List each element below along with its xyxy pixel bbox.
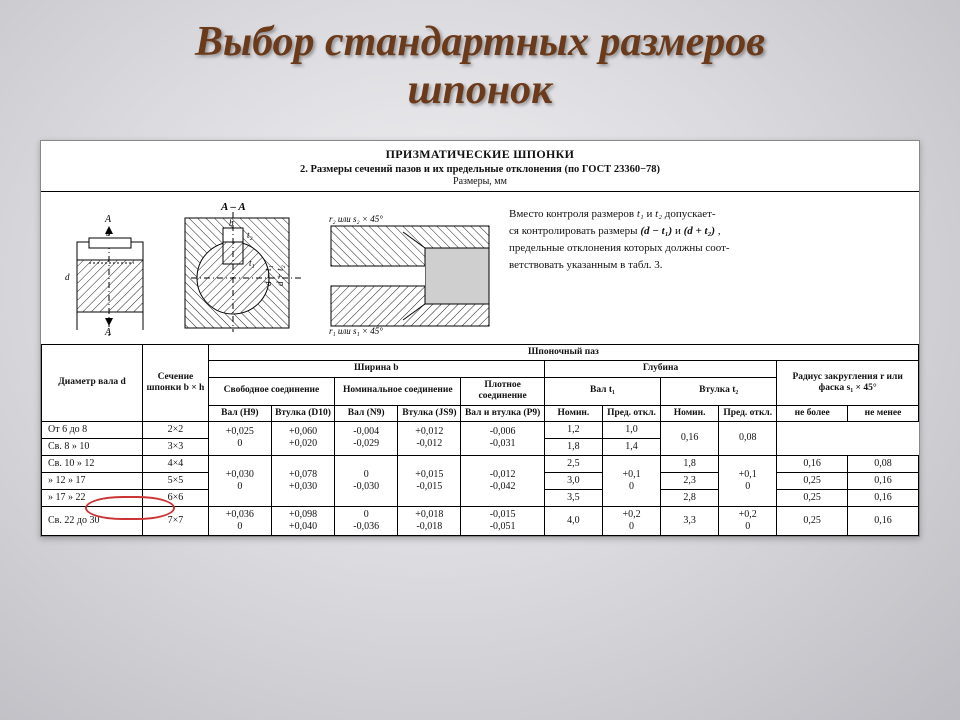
tolerance-table: Диаметр вала d Сечение шпонки b × h Шпон… (41, 344, 919, 536)
th-p9: Вал и втулка (P9) (461, 405, 544, 421)
svg-text:t₁: t₁ (249, 258, 255, 268)
th-h9: Вал (H9) (208, 405, 271, 421)
engineering-diagrams: A A d b A – A (59, 198, 495, 338)
table-body: От 6 до 82×2+0,0250+0,060+0,020-0,004-0,… (42, 421, 919, 535)
diagram-row: A A d b A – A (41, 191, 919, 344)
slide-title: Выбор стандартных размеров шпонок (0, 18, 960, 115)
svg-text:t₂: t₂ (247, 230, 253, 240)
svg-text:r₁ или s₁ × 45°: r₁ или s₁ × 45° (329, 326, 383, 336)
title-line2: шпонок (408, 67, 553, 113)
doc-h3: Размеры, мм (51, 176, 909, 187)
doc-h1: ПРИЗМАТИЧЕСКИЕ ШПОНКИ (51, 147, 909, 162)
th-js9: Втулка (JS9) (398, 405, 461, 421)
th-nomin1: Номин. (544, 405, 602, 421)
side-note: Вместо контроля размеров t₁ и t₂ допуска… (495, 198, 911, 274)
th-nomin2: Номин. (661, 405, 719, 421)
svg-text:A – A: A – A (220, 201, 246, 213)
th-tight: Плотное соединение (461, 377, 544, 405)
doc-header: ПРИЗМАТИЧЕСКИЕ ШПОНКИ 2. Размеры сечений… (41, 141, 919, 191)
th-nebolee: не более (777, 405, 848, 421)
table-row: От 6 до 82×2+0,0250+0,060+0,020-0,004-0,… (42, 421, 919, 438)
svg-text:b: b (106, 228, 111, 238)
doc-h2: 2. Размеры сечений пазов и их предельные… (51, 164, 909, 175)
document-panel: ПРИЗМАТИЧЕСКИЕ ШПОНКИ 2. Размеры сечений… (40, 140, 920, 537)
title-line1: Выбор стандартных размеров (195, 19, 765, 65)
svg-text:d: d (65, 272, 70, 282)
th-nemenee: не менее (848, 405, 919, 421)
th-nominal: Номинальное соединение (335, 377, 461, 405)
diagram-section-aa: A – A b t₂ t₁ d − t (177, 198, 307, 338)
th-keyway: Шпоночный паз (208, 345, 918, 361)
th-pred1: Пред. откл. (602, 405, 660, 421)
th-free: Свободное соединение (208, 377, 334, 405)
svg-text:d + t₂: d + t₂ (275, 265, 285, 286)
th-depth: Глубина (544, 361, 776, 377)
diagram-shaft-side: A A d b (59, 208, 159, 338)
th-n9: Вал (N9) (335, 405, 398, 421)
th-t1: Вал t₁ (544, 377, 660, 405)
table-row: Св. 22 до 307×7+0,0360+0,098+0,0400-0,03… (42, 506, 919, 535)
diagram-chamfer: r₂ или s₂ × 45° r₁ или s₁ × 45° (325, 208, 495, 338)
th-d10: Втулка (D10) (271, 405, 334, 421)
table-row: Св. 10 » 124×4+0,0300+0,078+0,0300-0,030… (42, 455, 919, 472)
th-radius: Радиус закругления r или фаска s₁ × 45° (777, 361, 919, 405)
svg-text:r₂ или s₂ × 45°: r₂ или s₂ × 45° (329, 214, 383, 224)
th-pred2: Пред. откл. (719, 405, 777, 421)
svg-text:A: A (104, 214, 112, 225)
th-width-b: Ширина b (208, 361, 544, 377)
svg-text:d − t₁: d − t₁ (263, 265, 273, 286)
th-shaft-d: Диаметр вала d (42, 345, 143, 422)
th-t2: Втулка t₂ (661, 377, 777, 405)
th-section: Сечение шпонки b × h (143, 345, 209, 422)
svg-text:A: A (104, 327, 112, 338)
